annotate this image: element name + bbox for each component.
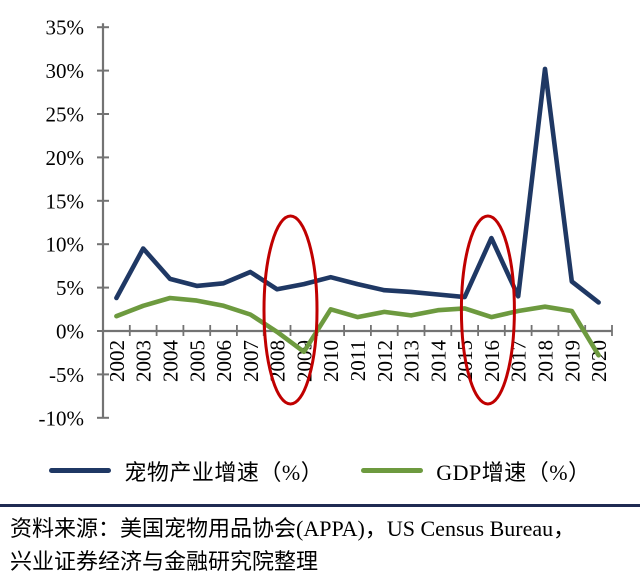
y-tick-label: 20%: [46, 146, 85, 170]
y-tick-label: 0%: [56, 320, 84, 344]
y-tick-label: 15%: [46, 189, 85, 213]
source-note: 资料来源：美国宠物用品协会(APPA)，US Census Bureau， 兴业…: [0, 507, 640, 578]
pet-industry-legend-label: 宠物产业增速（%）: [124, 459, 324, 485]
series-line-gdp: [114, 295, 601, 358]
x-tick-label: 2018: [534, 340, 558, 382]
x-tick-label: 2012: [373, 340, 397, 382]
highlight-ellipse-2008-2009: [262, 214, 319, 406]
y-tick-label: 35%: [46, 16, 85, 40]
chart-legend: 宠物产业增速（%） GDP增速（%）: [0, 455, 640, 486]
x-tick-label: 2014: [426, 340, 450, 383]
x-tick-label: 2016: [480, 340, 504, 382]
x-tick-label: 2002: [105, 340, 129, 382]
gdp-line-swatch: [361, 468, 424, 473]
y-tick-label: -5%: [49, 363, 84, 387]
footer-divider: [0, 504, 640, 507]
x-tick-label: 2010: [319, 340, 343, 382]
y-tick-label: 10%: [46, 233, 85, 257]
y-tick-label: 30%: [46, 59, 85, 83]
legend-item-gdp: GDP增速（%）: [361, 455, 590, 487]
pet-industry-line-swatch: [49, 468, 112, 473]
x-tick-label: 2004: [159, 340, 183, 383]
growth-line-chart: 35%30%25%20%15%10%5%0%-5%-10%2002 2003 200…: [39, 16, 613, 430]
y-tick-label: 5%: [56, 276, 84, 300]
x-tick-label: 2019: [560, 340, 584, 382]
highlight-ellipse-2016: [459, 214, 516, 406]
x-tick-label: 2003: [132, 340, 156, 382]
series-line-pet-industry: [114, 66, 601, 305]
x-tick-label: 2005: [185, 340, 209, 382]
y-tick-label: 25%: [46, 103, 85, 127]
x-tick-label: 2007: [239, 340, 263, 382]
y-tick-label: -10%: [39, 406, 85, 430]
gdp-legend-label: GDP增速（%）: [436, 459, 591, 485]
x-tick-label: 2006: [212, 340, 236, 382]
x-tick-label: 2011: [346, 340, 370, 381]
x-tick-label: 2013: [400, 340, 424, 382]
source-note-line-2: 兴业证券经济与金融研究院整理: [10, 548, 319, 574]
legend-item-pet-industry: 宠物产业增速（%）: [49, 455, 323, 487]
source-note-line-1: 资料来源：美国宠物用品协会(APPA)，US Census Bureau，: [10, 516, 576, 541]
